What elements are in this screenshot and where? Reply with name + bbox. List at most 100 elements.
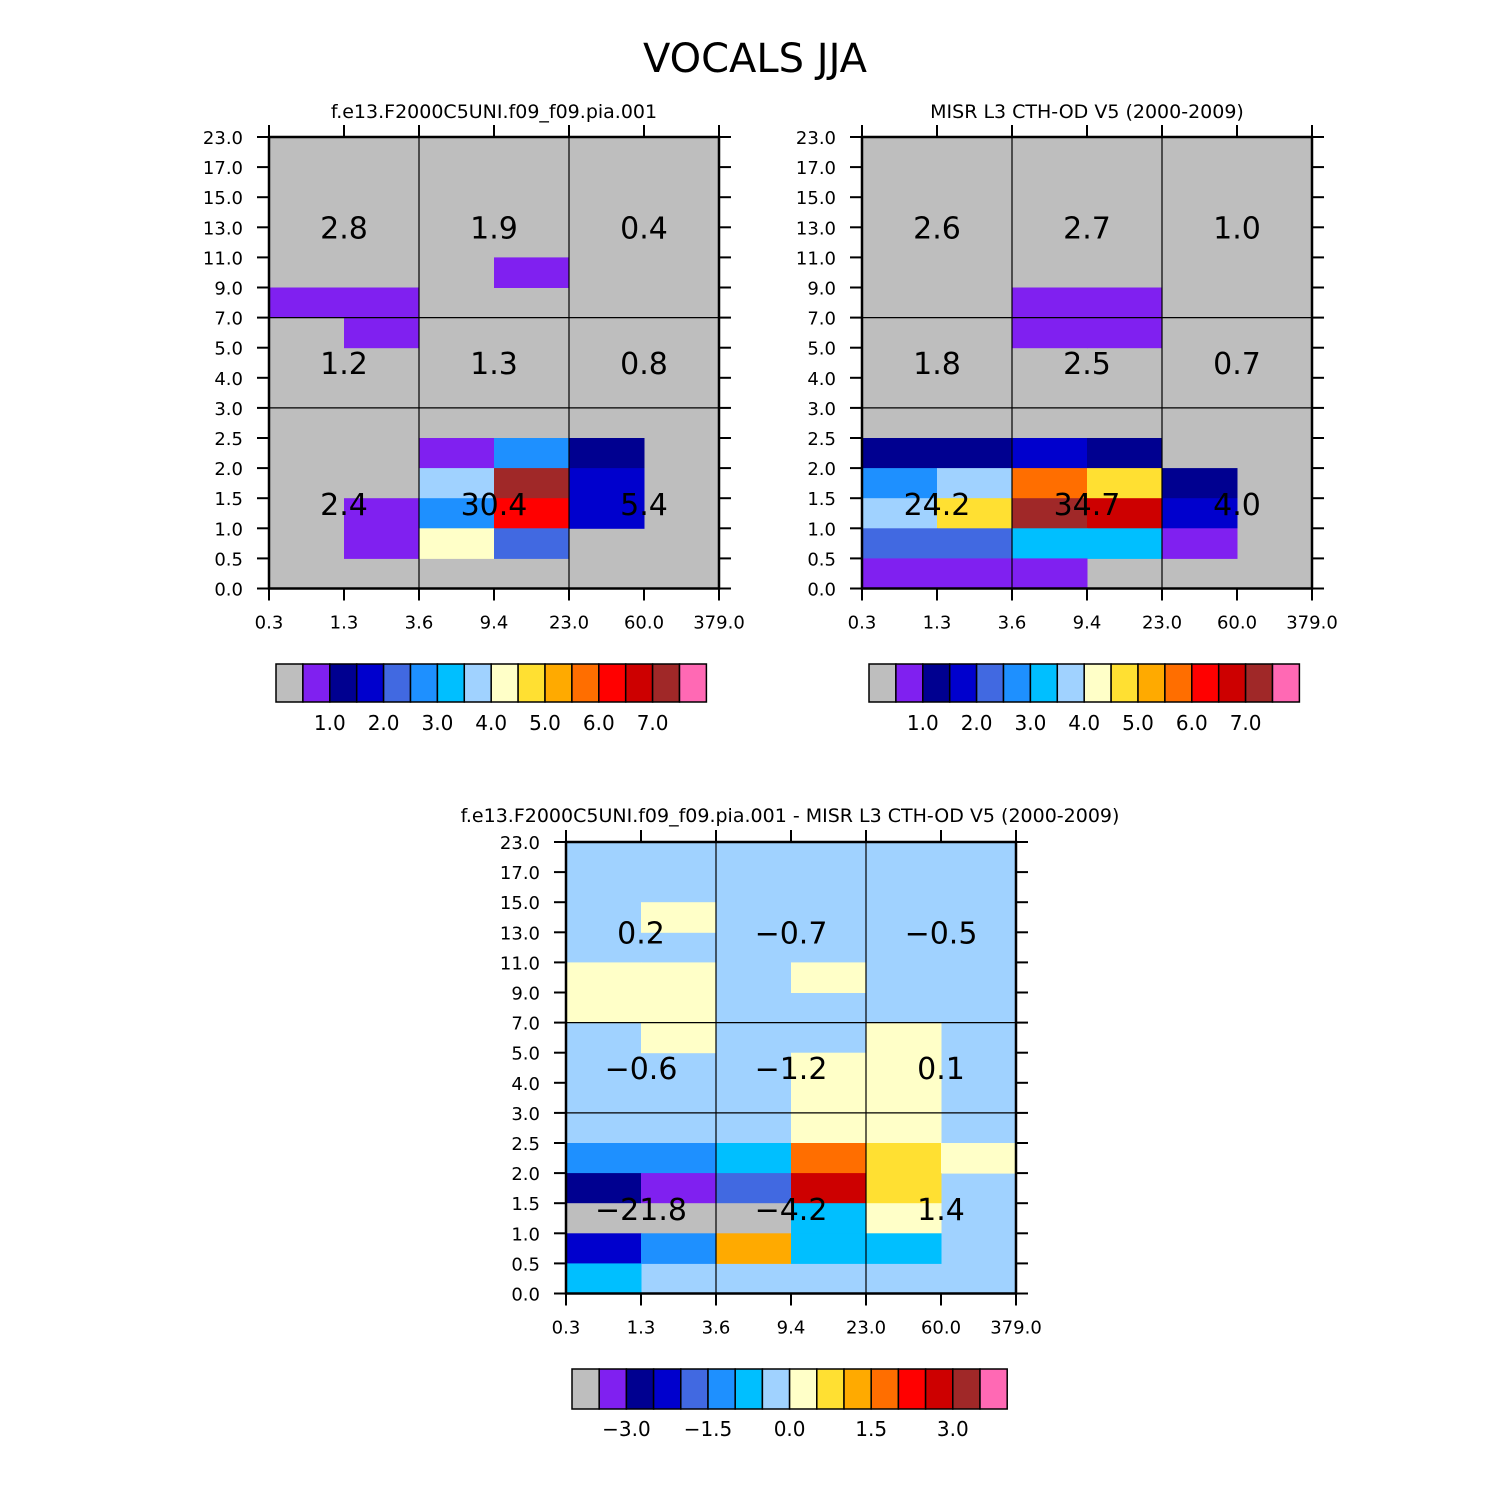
y-tick-label: 7.0 [511,1014,540,1035]
heatmap-cell [1087,468,1163,499]
colorbar-label: −1.5 [684,1417,733,1441]
heatmap-cell [716,1233,792,1264]
colorbar-swatch [1002,663,1032,703]
heatmap-cell [791,1143,867,1174]
heatmap-cell [1012,438,1088,469]
colorbar-label: 2.0 [961,711,993,735]
heatmap-cell [494,257,570,288]
y-tick-label: 1.5 [807,489,836,510]
heatmap-cell [569,468,645,499]
heatmap-cell [1087,287,1163,319]
y-tick-label: 17.0 [500,863,540,884]
heatmap-cell [1162,498,1238,529]
colorbar-swatch [544,663,573,703]
y-tick-label: 13.0 [796,218,836,239]
region-value-label: 1.2 [320,347,368,382]
colorbar-swatch [1217,663,1247,703]
x-tick-label: 9.4 [777,1318,806,1339]
y-tick-label: 23.0 [203,128,243,149]
heatmap-cell [1012,287,1088,319]
heatmap-cell [641,992,717,1024]
heatmap-cell [1087,438,1163,469]
y-tick-label: 2.0 [511,1164,540,1185]
colorbar-swatch [598,1368,628,1410]
y-tick-label: 0.5 [214,549,243,570]
colorbar-label: 0.0 [774,1417,806,1441]
region-value-label: 24.2 [904,488,971,523]
heatmap-cell [1087,498,1163,529]
y-tick-label: 15.0 [796,188,836,209]
x-tick-label: 3.6 [998,613,1027,634]
heatmap-cell [566,1263,642,1294]
panel-diff-plot: 0.2 −0.7 −0.5 −0.6 −1.2 0.1 −21.8 −4.2 1.4 0.0 0.5… [500,830,1042,1339]
colorbar-swatch [948,663,978,703]
colorbar-swatch [490,663,519,703]
heatmap-cell [344,287,420,319]
y-tick-label: 23.0 [500,833,540,854]
colorbar-label: 4.0 [1068,711,1100,735]
colorbar-swatch [302,663,331,703]
heatmap-cell [269,287,345,319]
heatmap-cell [716,1173,792,1204]
colorbar-label: 1.0 [314,711,346,735]
heatmap-cell [1162,528,1238,559]
region-value-label: 0.8 [620,347,668,382]
colorbar-swatch [922,663,951,703]
region-value-label: 2.5 [1063,347,1111,382]
panel-diff: f.e13.F2000C5UNI.f09_f09.pia.001 - MISR … [461,805,1120,1441]
region-value-label: 1.3 [470,347,518,382]
y-tick-label: 13.0 [203,218,243,239]
region-value-label: 0.1 [917,1052,965,1087]
colorbar-swatch [571,663,600,703]
heatmap-cell [937,558,1013,589]
x-tick-label: 0.3 [848,613,877,634]
panel-diff-colorbar: −3.0 −1.5 0.0 1.5 3.0 [571,1368,1008,1441]
region-value-label: −0.5 [905,916,978,951]
y-tick-label: 13.0 [500,923,540,944]
y-tick-label: 0.0 [511,1285,540,1306]
x-tick-label: 9.4 [480,613,509,634]
panel-model-plot: 2.8 1.9 0.4 1.2 1.3 0.8 2.4 30.4 5.4 0.0 0.5 1.0 1.5… [203,125,745,634]
y-tick-label: 0.5 [511,1254,540,1275]
y-tick-label: 3.0 [807,399,836,420]
region-value-label: 1.9 [470,211,518,246]
region-value-label: 1.4 [917,1193,965,1228]
colorbar-swatch [975,663,1005,703]
heatmap-cell [1012,468,1088,499]
colorbar-swatch [952,1368,981,1410]
heatmap-cell [866,1112,942,1144]
heatmap-cell [566,1143,642,1174]
region-value-label: −1.2 [755,1052,828,1087]
colorbar-label: 5.0 [1122,711,1154,735]
heatmap-cell [566,992,642,1024]
panel-model-colorbar: 1.0 2.0 3.0 4.0 5.0 6.0 7.0 [275,663,708,735]
region-value-label: 2.6 [913,211,961,246]
region-value-label: −0.6 [605,1052,678,1087]
heatmap-cell [716,1143,792,1174]
x-tick-label: 23.0 [1142,613,1182,634]
colorbar-swatch [870,1368,900,1410]
heatmap-cell [641,1022,717,1054]
heatmap-cell [566,962,642,993]
heatmap-cell [641,1143,717,1174]
colorbar-label: 6.0 [583,711,615,735]
y-tick-label: 4.0 [807,369,836,390]
y-tick-label: 7.0 [214,309,243,330]
region-value-label: −21.8 [595,1193,687,1228]
panel-obs-plot: 2.6 2.7 1.0 1.8 2.5 0.7 24.2 34.7 4.0 0.0 0.5 1.0 1.… [796,125,1338,634]
colorbar-swatch [1164,663,1193,703]
colorbar-label: 4.0 [475,711,507,735]
heatmap-cell [569,498,645,529]
colorbar-swatch [651,663,681,703]
colorbar-label: 3.0 [1014,711,1046,735]
heatmap-cell [791,962,867,993]
region-value-label: 0.7 [1213,347,1261,382]
y-tick-label: 2.5 [807,429,836,450]
x-tick-label: 0.3 [552,1318,581,1339]
colorbar-swatch [897,1368,927,1410]
y-tick-label: 2.0 [807,459,836,480]
colorbar-swatch [1110,663,1139,703]
heatmap-cell [862,558,938,589]
colorbar-swatch [625,1368,655,1410]
colorbar-swatch [734,1368,764,1410]
